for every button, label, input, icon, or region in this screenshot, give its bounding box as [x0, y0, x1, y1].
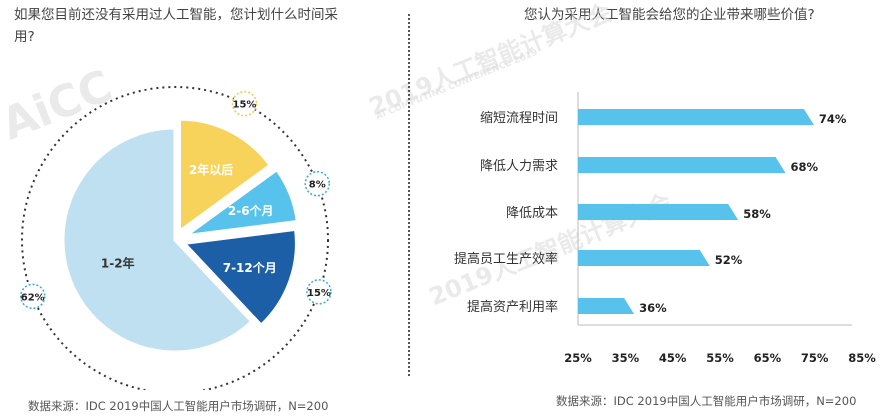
- bar-5: [578, 298, 635, 314]
- left-source-note: 数据来源：IDC 2019中国人工智能用户市场调研，N=200: [28, 399, 329, 413]
- panel-divider: [408, 14, 410, 376]
- bar-x-tick-label-2: 35%: [612, 351, 640, 365]
- pie-value-bubble-1: [19, 283, 46, 310]
- pie-value-bubble-4: [306, 279, 332, 305]
- right-source-note: 数据来源：IDC 2019中国人工智能用户市场调研，N=200: [556, 394, 857, 408]
- pie-category-label-4: 7-12个月: [223, 260, 277, 275]
- right-chart-title: 您认为采用人工智能会给您的企业带来哪些价值?: [524, 7, 815, 23]
- bar-x-tick-label-7: 85%: [848, 351, 876, 365]
- bar-x-tick-label-4: 55%: [706, 351, 734, 365]
- bar-x-tick-label-3: 45%: [659, 351, 687, 365]
- pie-slice-4: [181, 227, 298, 328]
- bar-value-label-1: 74%: [819, 112, 847, 126]
- pie-slice-2: [178, 117, 273, 235]
- bar-value-label-5: 36%: [639, 301, 667, 315]
- bar-value-label-3: 58%: [743, 207, 771, 221]
- pie-outer-ring: [21, 86, 329, 390]
- bar-3: [578, 204, 739, 220]
- bar-category-label-4: 提高员工生产效率: [454, 251, 558, 267]
- bar-1: [578, 109, 814, 125]
- bar-x-tick-label-5: 65%: [754, 351, 782, 365]
- bar-category-label-3: 降低成本: [506, 206, 558, 221]
- left-chart-title: 如果您目前还没有采用过人工智能，您计划什么时间采用?: [14, 7, 338, 45]
- bar-category-label-5: 提高资产利用率: [467, 299, 558, 315]
- pie-category-label-3: 2-6个月: [228, 203, 274, 218]
- pie-category-label-2: 2年以后: [189, 162, 233, 177]
- pie-chart: 1-2年 62% 2年以后 15% 2-6个月 8% 7-12个月 15%: [19, 86, 332, 390]
- pie-value-label-2: 15%: [232, 100, 256, 111]
- pie-value-label-4: 15%: [307, 288, 331, 299]
- pie-value-bubble-2: [231, 90, 258, 117]
- bar-chart: 缩短流程时间 74% 降低人力需求 68% 降低成本 58% 提高员工生产效率 52% 提高资产…: [454, 92, 876, 365]
- pie-slice-3: [185, 167, 299, 238]
- bar-value-label-4: 52%: [715, 253, 743, 267]
- pie-value-label-3: 8%: [309, 180, 326, 191]
- pie-value-label-1: 62%: [21, 292, 45, 303]
- bar-category-label-1: 缩短流程时间: [480, 110, 558, 126]
- bar-x-tick-label-6: 75%: [801, 351, 829, 365]
- pie-slice-1: [61, 126, 254, 354]
- bar-4: [578, 250, 710, 266]
- bar-x-tick-label-1: 25%: [564, 351, 592, 365]
- pie-value-bubble-3: [304, 170, 331, 197]
- bar-2: [578, 157, 786, 173]
- bar-value-label-2: 68%: [791, 160, 819, 174]
- pie-category-label-1: 1-2年: [101, 256, 135, 271]
- bar-category-label-2: 降低人力需求: [480, 159, 558, 174]
